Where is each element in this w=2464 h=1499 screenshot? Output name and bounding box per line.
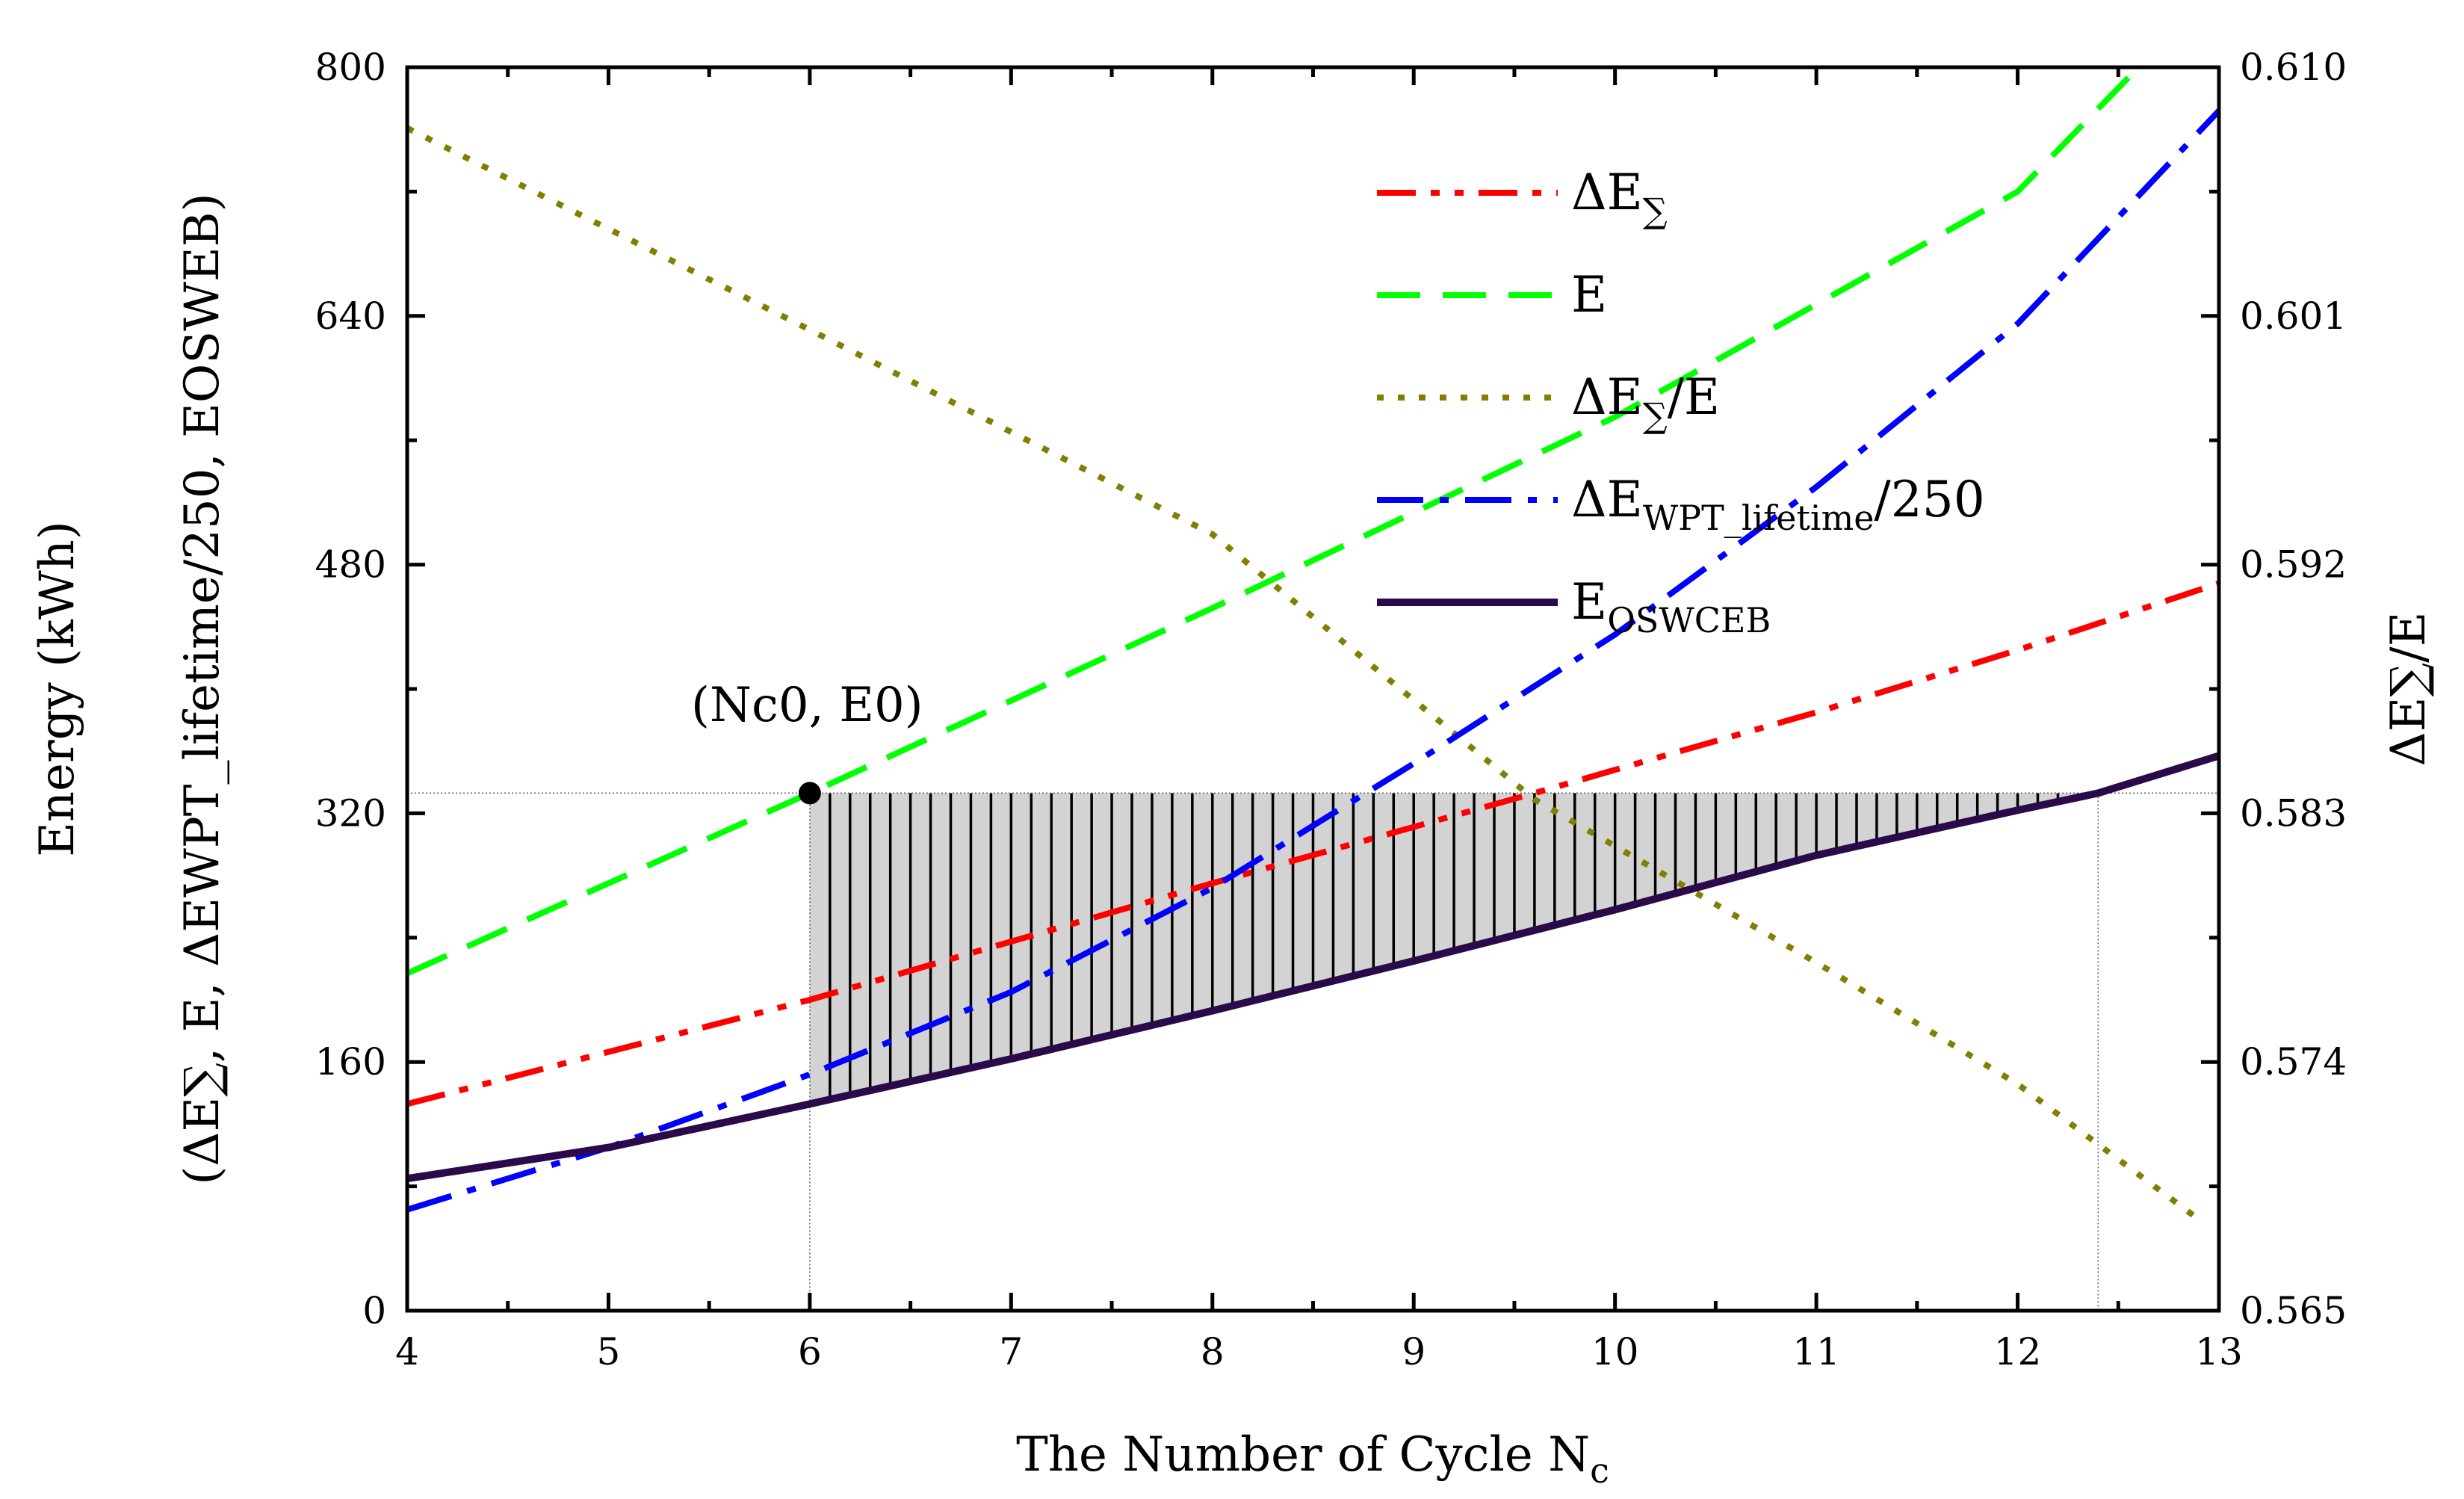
legend-label-2: ΔE∑/E bbox=[1571, 368, 1720, 436]
y2-tick-label: 0.601 bbox=[2240, 294, 2347, 338]
reference-lines bbox=[407, 792, 2219, 1311]
x-tick-label: 4 bbox=[395, 1330, 419, 1373]
y-axis-title: Energy (kWh) bbox=[30, 521, 85, 857]
x-tick-label: 6 bbox=[798, 1330, 822, 1373]
legend-label-tail: /E bbox=[1668, 368, 1720, 426]
legend-label-sub: WPT_lifetime bbox=[1643, 498, 1875, 538]
anchor-point-label: (Nc0, E0) bbox=[691, 678, 923, 733]
x-tick-label: 12 bbox=[1994, 1330, 2042, 1373]
x-tick-label: 11 bbox=[1792, 1330, 1840, 1373]
x-axis-title-main: The Number of Cycle N bbox=[1016, 1427, 1590, 1483]
x-tick-label: 10 bbox=[1591, 1330, 1639, 1373]
legend-label-sub: ∑ bbox=[1643, 395, 1668, 436]
y-tick-label: 800 bbox=[315, 46, 386, 89]
y-axis-title-line2: (ΔE∑, E, ΔEWPT_lifetime/250, EOSWEB) bbox=[175, 193, 230, 1184]
y2-tick-label: 0.610 bbox=[2240, 46, 2347, 89]
legend-label-sub: OSWCEB bbox=[1607, 600, 1771, 640]
y-tick-label: 480 bbox=[315, 543, 386, 587]
legend-label-main: ΔE bbox=[1571, 471, 1643, 528]
series-line-1 bbox=[407, 67, 2141, 977]
tick-labels: 4 5 6 7 8 9 10 11 12 13 0 160 320 480 640 800 0.565 0.574… bbox=[315, 46, 2347, 1373]
series-line-3 bbox=[407, 108, 2219, 1213]
x-axis-title: The Number of Cycle Nc bbox=[1016, 1427, 1609, 1491]
y2-tick-label: 0.592 bbox=[2240, 543, 2347, 587]
x-tick-label: 7 bbox=[999, 1330, 1023, 1373]
series-lines bbox=[407, 67, 2219, 1223]
y-tick-label: 160 bbox=[315, 1040, 386, 1084]
legend-label-main: E bbox=[1571, 573, 1607, 631]
y2-tick-label: 0.574 bbox=[2240, 1040, 2347, 1084]
series-line-4 bbox=[407, 752, 2219, 1183]
y2-tick-label: 0.583 bbox=[2240, 791, 2347, 835]
y2-axis-title: ΔE∑/E bbox=[2381, 612, 2436, 767]
legend-label-main: ΔE bbox=[1571, 164, 1643, 221]
series-line-2 bbox=[407, 125, 2201, 1223]
x-tick-label: 9 bbox=[1402, 1330, 1426, 1373]
legend-label-1: E bbox=[1571, 266, 1607, 324]
legend-label-3: ΔEWPT_lifetime/250 bbox=[1571, 471, 1985, 538]
y-tick-label: 0 bbox=[362, 1289, 386, 1332]
legend-label-4: EOSWCEB bbox=[1571, 573, 1771, 640]
x-axis-title-sub: c bbox=[1590, 1450, 1609, 1491]
x-tick-label: 13 bbox=[2195, 1330, 2243, 1373]
legend-label-0: ΔE∑ bbox=[1571, 164, 1668, 231]
legend-label-tail: /250 bbox=[1874, 471, 1984, 528]
legend-label-sub: ∑ bbox=[1643, 191, 1668, 231]
legend-label-main: E bbox=[1571, 266, 1607, 324]
axis-ticks bbox=[405, 65, 2221, 1313]
legend-label-main: ΔE bbox=[1571, 368, 1643, 426]
series-line-0 bbox=[407, 580, 2219, 1107]
y-tick-label: 320 bbox=[315, 791, 386, 835]
y2-tick-label: 0.565 bbox=[2240, 1289, 2347, 1332]
y-tick-label: 640 bbox=[315, 294, 386, 338]
anchor-point-marker bbox=[798, 782, 821, 805]
x-tick-label: 5 bbox=[597, 1330, 621, 1373]
x-tick-label: 8 bbox=[1201, 1330, 1225, 1373]
